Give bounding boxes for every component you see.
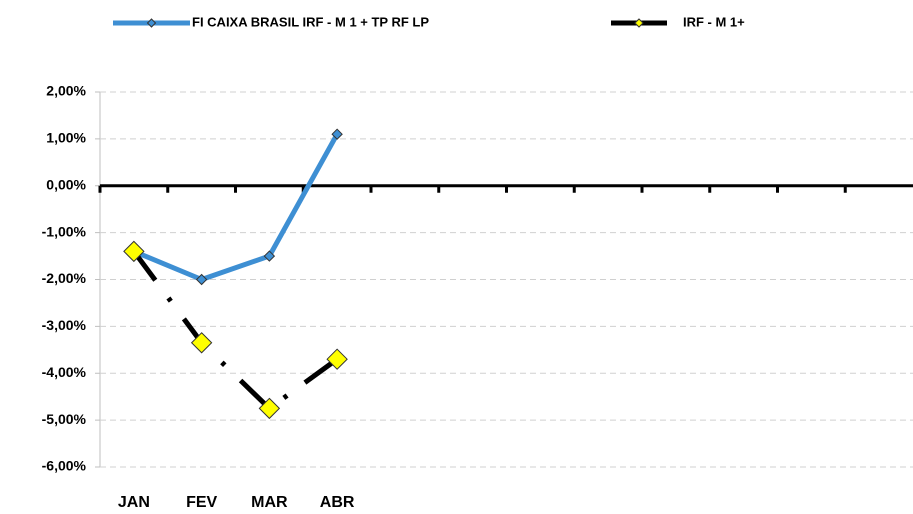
x-tick-label: MAR [251, 494, 288, 511]
y-tick-label: -3,00% [42, 317, 87, 333]
y-tick-label: 2,00% [46, 83, 86, 99]
y-tick-label: 0,00% [46, 176, 86, 192]
x-tick-label: ABR [320, 494, 355, 511]
x-tick-label: JAN [118, 494, 150, 511]
legend-marker [146, 18, 157, 28]
marker [190, 332, 213, 354]
y-tick-label: -6,00% [42, 458, 87, 474]
series-line [131, 249, 339, 411]
y-tick-label: -4,00% [42, 364, 87, 380]
x-tick-label: FEV [186, 494, 217, 511]
marker [123, 240, 145, 263]
legend-label: IRF - M 1+ [683, 14, 745, 29]
y-tick-label: -1,00% [42, 223, 87, 239]
legend-marker [634, 18, 644, 28]
y-tick-label: 1,00% [46, 130, 86, 146]
y-tick-label: -5,00% [42, 411, 87, 427]
marker [258, 397, 281, 420]
y-tick-label: -2,00% [42, 270, 87, 286]
marker [195, 273, 208, 286]
marker [326, 348, 348, 370]
marker [331, 128, 343, 140]
series-line [132, 132, 340, 282]
legend-label: FI CAIXA BRASIL IRF - M 1 + TP RF LP [192, 14, 429, 29]
marker [263, 250, 276, 262]
